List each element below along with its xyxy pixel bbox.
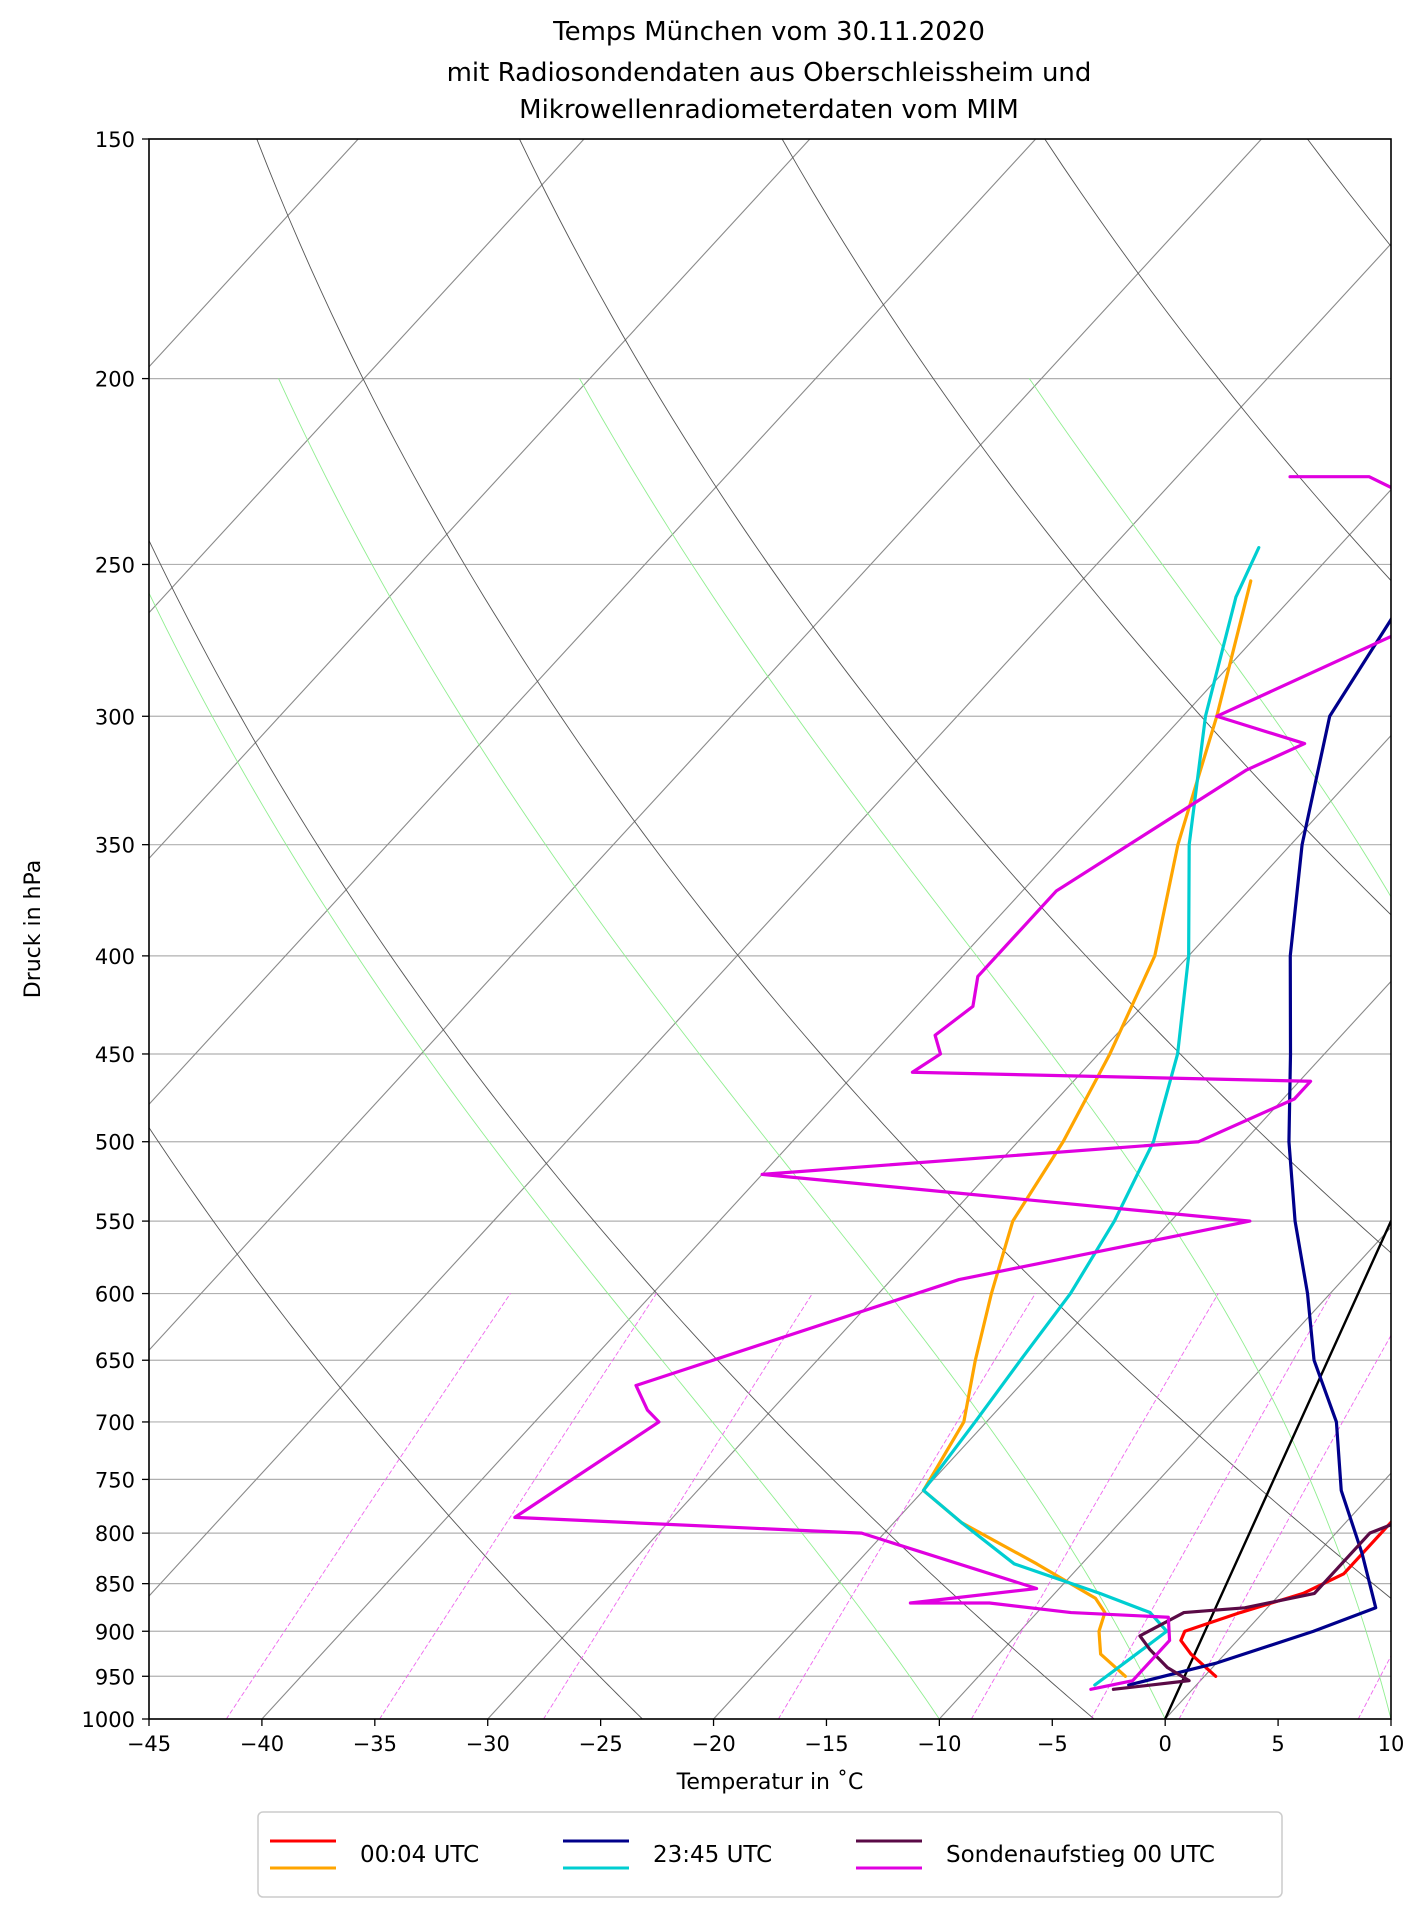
dry-adiabat bbox=[1044, 139, 1391, 582]
x-tick-label: −10 bbox=[917, 1732, 961, 1756]
y-tick-label: 300 bbox=[95, 705, 135, 729]
x-tick-label: 10 bbox=[1378, 1732, 1405, 1756]
title-line-1: Temps München vom 30.11.2020 bbox=[552, 17, 985, 47]
y-tick-label: 700 bbox=[95, 1411, 135, 1435]
isotherm bbox=[487, 734, 1391, 1719]
y-tick-label: 150 bbox=[95, 128, 135, 152]
axis-ticks: −45 −40 −35 −30 −25 −20 −15 −10 −5 0 5 10 1000 950 900… bbox=[82, 128, 1405, 1756]
isotherm bbox=[149, 139, 811, 860]
y-tick-label: 950 bbox=[95, 1665, 135, 1689]
plot-frame bbox=[148, 138, 1392, 1720]
x-axis-label: Temperatur in ˚C bbox=[676, 1770, 864, 1795]
x-tick-label: 5 bbox=[1271, 1732, 1284, 1756]
title-line-2: mit Radiosondendaten aus Oberschleisshei… bbox=[447, 58, 1092, 88]
isotherm bbox=[938, 1226, 1391, 1719]
y-tick-label: 1000 bbox=[82, 1708, 135, 1732]
moist-adiabat bbox=[579, 378, 1391, 1719]
dry-adiabat bbox=[519, 139, 1391, 1254]
x-tick-label: −40 bbox=[240, 1732, 284, 1756]
mixing-ratio-line bbox=[970, 1293, 1219, 1719]
x-tick-label: −20 bbox=[691, 1732, 735, 1756]
mixing-ratio-line bbox=[1178, 1334, 1391, 1719]
dry-adiabat bbox=[149, 539, 1095, 1719]
isotherm bbox=[261, 488, 1391, 1719]
y-tick-label: 200 bbox=[95, 368, 135, 392]
series-temperature-23-45-utc bbox=[1127, 616, 1391, 1687]
mixing-ratio-line bbox=[1357, 1654, 1391, 1719]
legend: 00:04 UTC 23:45 UTC Sondenaufstieg 00 UT… bbox=[257, 1811, 1283, 1898]
dry-adiabat bbox=[256, 139, 1391, 1599]
x-tick-label: −30 bbox=[466, 1732, 510, 1756]
legend-label: Sondenaufstieg 00 UTC bbox=[946, 1842, 1215, 1868]
y-tick-label: 450 bbox=[95, 1043, 135, 1067]
legend-entry-1: 00:04 UTC bbox=[270, 1839, 479, 1870]
y-tick-label: 800 bbox=[95, 1522, 135, 1546]
isotherm bbox=[149, 243, 1391, 1597]
y-tick-label: 550 bbox=[95, 1210, 135, 1234]
x-tick-label: −35 bbox=[353, 1732, 397, 1756]
isotherm bbox=[713, 980, 1391, 1719]
y-axis-label: Druck in hPa bbox=[21, 860, 46, 999]
legend-entry-3: Sondenaufstieg 00 UTC bbox=[856, 1839, 1215, 1870]
y-tick-label: 650 bbox=[95, 1349, 135, 1373]
y-tick-label: 500 bbox=[95, 1131, 135, 1155]
isotherm bbox=[149, 139, 585, 614]
isotherm bbox=[1390, 1718, 1391, 1719]
legend-box bbox=[257, 1811, 1283, 1898]
isotherm bbox=[149, 139, 1037, 1106]
moist-adiabat bbox=[278, 378, 1166, 1719]
isotherm bbox=[1164, 1472, 1391, 1719]
y-tick-label: 750 bbox=[95, 1468, 135, 1492]
data-series bbox=[513, 475, 1391, 1719]
pressure-gridlines bbox=[149, 138, 1391, 1720]
background-lines bbox=[149, 139, 1391, 1719]
legend-entry-2: 23:45 UTC bbox=[563, 1839, 772, 1870]
series-dewpoint-sondenaufstieg-00-utc bbox=[513, 475, 1391, 1691]
dry-adiabat bbox=[781, 139, 1391, 916]
title-line-3: Mikrowellenradiometerdaten vom MIM bbox=[519, 95, 1019, 125]
x-tick-label: −45 bbox=[127, 1732, 171, 1756]
moist-adiabat bbox=[1028, 378, 1391, 898]
x-tick-label: 0 bbox=[1158, 1732, 1171, 1756]
mixing-ratio-line bbox=[543, 1293, 813, 1719]
series-temperature-00-04-utc bbox=[1179, 1519, 1391, 1678]
legend-label: 00:04 UTC bbox=[360, 1842, 479, 1868]
x-tick-label: −25 bbox=[578, 1732, 622, 1756]
y-tick-label: 250 bbox=[95, 553, 135, 577]
legend-label: 23:45 UTC bbox=[653, 1842, 772, 1868]
y-tick-label: 850 bbox=[95, 1573, 135, 1597]
y-tick-label: 900 bbox=[95, 1620, 135, 1644]
mixing-ratio-line bbox=[1090, 1293, 1332, 1719]
isotherm bbox=[149, 139, 359, 368]
moist-adiabat bbox=[149, 592, 940, 1719]
isotherm bbox=[149, 139, 1262, 1352]
series-temperature-sondenaufstieg-00-utc bbox=[1111, 1523, 1391, 1691]
series-dewpoint-23-45-utc bbox=[921, 546, 1261, 1687]
x-tick-label: −5 bbox=[1037, 1732, 1068, 1756]
mixing-ratio-line bbox=[225, 1293, 511, 1719]
x-tick-label: −15 bbox=[804, 1732, 848, 1756]
dry-adiabat bbox=[149, 1126, 643, 1719]
mixing-ratio-line bbox=[379, 1293, 657, 1719]
y-tick-label: 350 bbox=[95, 834, 135, 858]
dry-adiabat bbox=[1306, 139, 1391, 247]
reference-line bbox=[1163, 1219, 1391, 1719]
y-tick-label: 400 bbox=[95, 945, 135, 969]
y-tick-label: 600 bbox=[95, 1283, 135, 1307]
chart-title: Temps München vom 30.11.2020 mit Radioso… bbox=[447, 17, 1092, 125]
mixing-ratio-line bbox=[777, 1293, 1036, 1719]
